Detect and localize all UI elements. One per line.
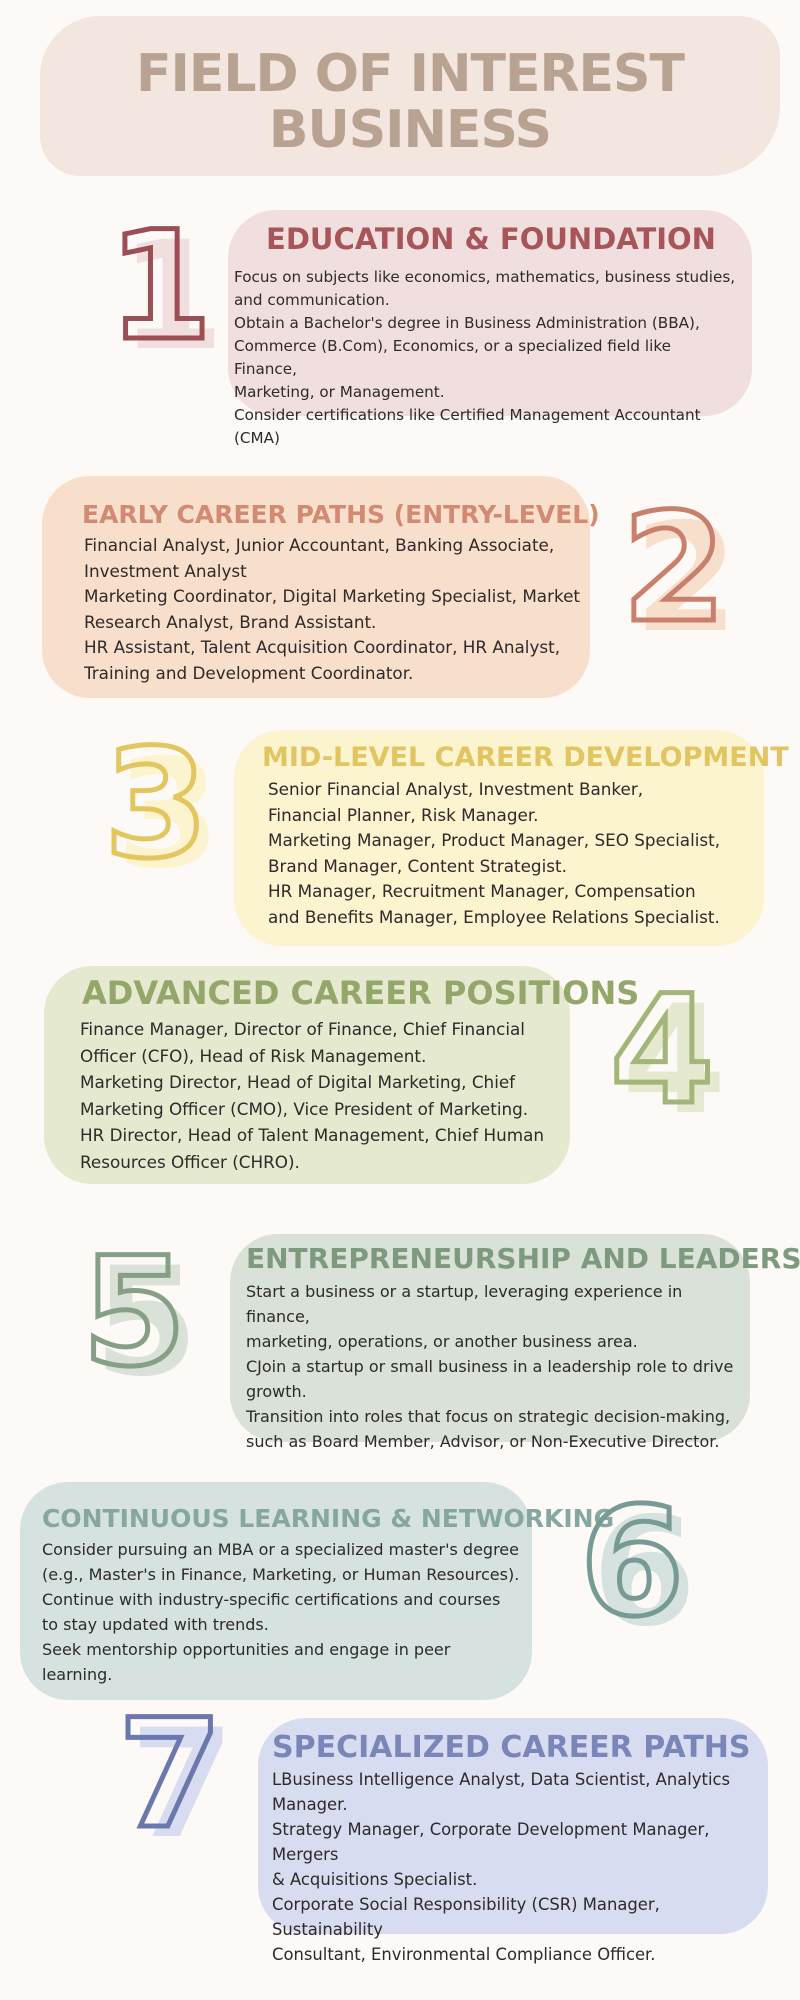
section-body: Financial Analyst, Junior Accountant, Ba… — [84, 535, 581, 683]
header-banner: FIELD OF INTEREST BUSINESS — [40, 16, 780, 176]
section-title: SPECIALIZED CAREER PATHS — [272, 1730, 751, 1765]
step-number-5-outline: 5 — [79, 1226, 188, 1400]
section-card-entrepreneurship: ENTREPRENEURSHIP AND LEADERSHIP Start a … — [230, 1234, 800, 1451]
section-body: Consider pursuing an MBA or a specialize… — [42, 1540, 520, 1684]
section-title: ENTREPRENEURSHIP AND LEADERSHIP — [246, 1242, 800, 1275]
step-number-1: 1 1 — [105, 210, 224, 373]
page-title-line-2: BUSINESS — [268, 100, 552, 160]
section-body: Senior Financial Analyst, Investment Ban… — [268, 779, 721, 927]
section-body: Finance Manager, Director of Finance, Ch… — [80, 1019, 545, 1172]
step-number-4-shadow: 4 — [622, 974, 727, 1148]
section-title: EARLY CAREER PATHS (ENTRY-LEVEL) — [82, 500, 600, 529]
step-number-5-shadow: 5 — [94, 1236, 199, 1410]
section-card-mid-level: MID-LEVEL CAREER DEVELOPMENT Senior Fina… — [234, 730, 789, 946]
step-number-2-shadow: 2 — [634, 492, 739, 666]
section-body: LBusiness Intelligence Analyst, Data Sci… — [272, 1770, 731, 1964]
step-number-2-outline: 2 — [619, 482, 728, 656]
step-number-4-outline: 4 — [607, 964, 716, 1138]
step-number-5: 5 5 — [79, 1236, 198, 1399]
section-title: CONTINUOUS LEARNING & NETWORKING — [42, 1504, 615, 1533]
step-number-1-outline: 1 — [105, 200, 214, 374]
step-number-7-outline: 7 — [115, 1688, 224, 1862]
page-title-line-1: FIELD OF INTEREST — [136, 44, 685, 104]
section-title: EDUCATION & FOUNDATION — [266, 222, 716, 256]
section-card-early-career: EARLY CAREER PATHS (ENTRY-LEVEL) Financi… — [42, 476, 600, 698]
section-title: ADVANCED CAREER POSITIONS — [82, 974, 640, 1012]
section-card-advanced: ADVANCED CAREER POSITIONS Finance Manage… — [44, 966, 640, 1184]
step-number-2: 2 2 — [619, 492, 738, 655]
section-card-continuous-learning: CONTINUOUS LEARNING & NETWORKING Conside… — [20, 1482, 615, 1700]
step-number-3-outline: 3 — [101, 718, 210, 892]
section-card-education: EDUCATION & FOUNDATION Focus on subjects… — [228, 210, 752, 447]
step-number-6-shadow: 6 — [592, 1486, 697, 1660]
step-number-3-shadow: 3 — [116, 728, 221, 902]
step-number-7: 7 7 — [115, 1698, 234, 1861]
section-card-specialized: SPECIALIZED CAREER PATHS LBusiness Intel… — [258, 1718, 768, 1964]
step-number-1-shadow: 1 — [120, 210, 225, 384]
section-body: Focus on subjects like economics, mathem… — [234, 268, 736, 447]
section-body: Start a business or a startup, leveragin… — [246, 1282, 734, 1451]
step-number-4: 4 4 — [607, 974, 726, 1137]
step-number-3: 3 3 — [101, 728, 220, 891]
step-number-6: 6 6 — [577, 1486, 696, 1649]
step-number-7-shadow: 7 — [130, 1698, 235, 1872]
step-number-6-outline: 6 — [577, 1476, 686, 1650]
section-title: MID-LEVEL CAREER DEVELOPMENT — [262, 742, 789, 773]
